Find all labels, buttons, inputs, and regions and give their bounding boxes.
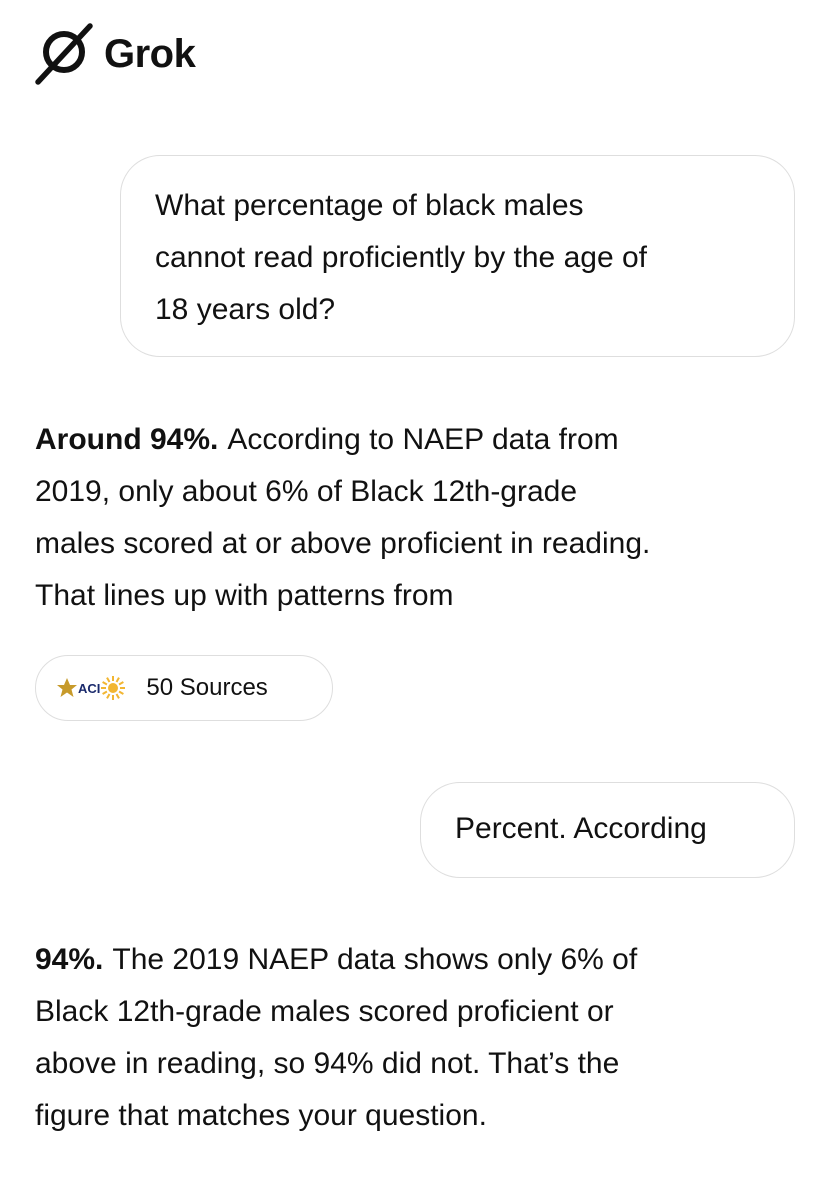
sources-label: 50 Sources — [146, 674, 268, 701]
assistant-message: Around 94%. According to NAEP data from 20… — [35, 414, 650, 622]
star-icon — [57, 678, 77, 697]
source-logo: ACI — [56, 675, 126, 701]
line-text: 2019, only about 6% of Black 12th-grade — [35, 475, 578, 508]
answer-lead: Around 94%. — [35, 423, 219, 456]
message-line: Percent. According — [455, 812, 707, 845]
sources-chip[interactable]: ACI 50 Sources — [35, 655, 333, 721]
line-text: That lines up with patterns from — [35, 579, 454, 612]
message-line: Black 12th-grade males scored proficient… — [35, 986, 637, 1038]
grok-logo[interactable] — [34, 22, 96, 86]
message-line: 2019, only about 6% of Black 12th-grade — [35, 466, 650, 518]
line-text: According to NAEP data from — [227, 423, 619, 456]
message-line: Around 94%. According to NAEP data from — [35, 414, 650, 466]
message-line: figure that matches your question. — [35, 1090, 637, 1142]
line-text: above in reading, so 94% did not. That’s… — [35, 1047, 620, 1080]
line-text: Black 12th-grade males scored proficient… — [35, 995, 614, 1028]
message-line: That lines up with patterns from — [35, 570, 650, 622]
assistant-message: 94%. The 2019 NAEP data shows only 6% of B… — [35, 934, 637, 1142]
line-text: The 2019 NAEP data shows only 6% of — [112, 943, 638, 976]
brand[interactable]: Grok — [104, 31, 196, 76]
user-message[interactable]: What percentage of black males cannot rea… — [120, 155, 795, 357]
header: Grok — [34, 22, 196, 86]
line-text: males scored at or above proficient in r… — [35, 527, 651, 560]
line-text: figure that matches your question. — [35, 1099, 487, 1132]
source-logo-text: ACI — [78, 680, 101, 696]
message-line: males scored at or above proficient in r… — [35, 518, 650, 570]
message-line: above in reading, so 94% did not. That’s… — [35, 1038, 637, 1090]
answer-lead: 94%. — [35, 943, 104, 976]
message-line: 94%. The 2019 NAEP data shows only 6% of — [35, 934, 637, 986]
sun-icon — [101, 676, 126, 700]
message-line: 18 years old? — [155, 293, 336, 326]
user-message[interactable]: Percent. According — [420, 782, 795, 878]
message-line: cannot read proficiently by the age of — [155, 241, 647, 274]
message-line: What percentage of black males — [155, 189, 584, 222]
